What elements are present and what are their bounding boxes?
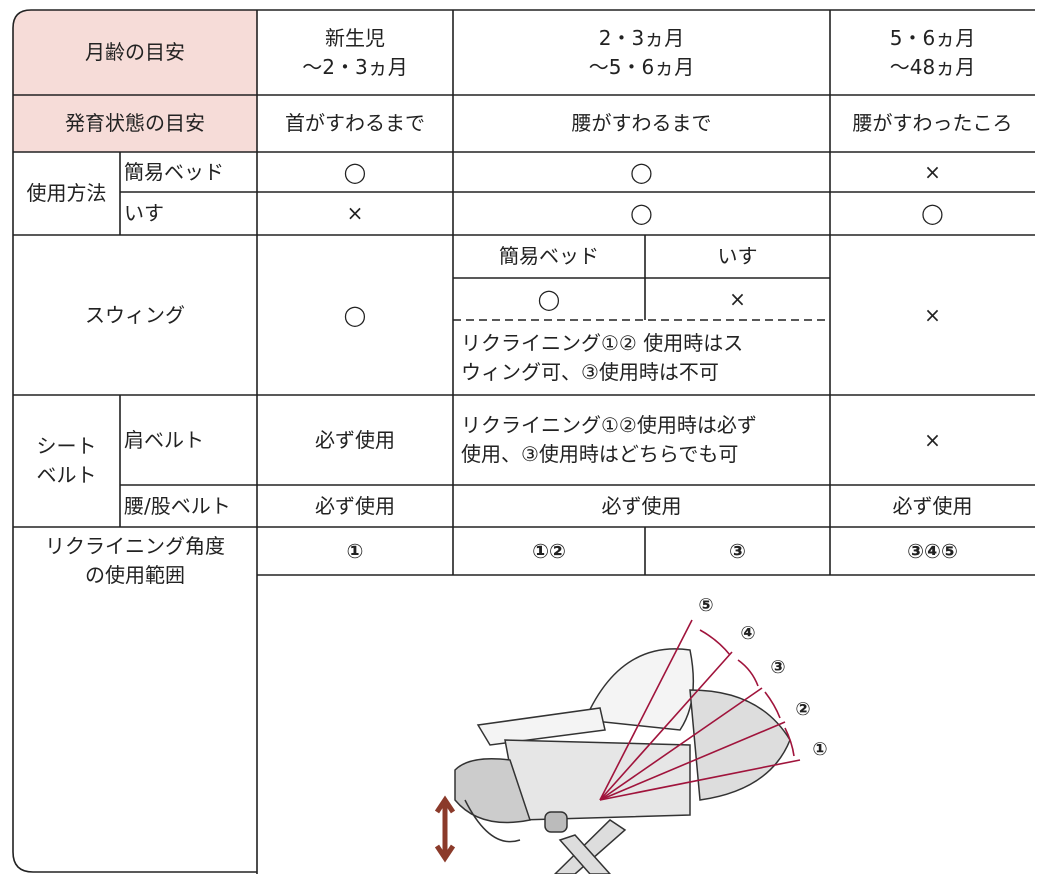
height-arrow [434,795,456,863]
cell: 必ず使用 [315,427,395,452]
angle-label: ③ [770,657,785,678]
cell: リクライニング角度 の使用範囲 [45,534,225,587]
cell: × [924,427,941,452]
recline-lines [599,619,801,801]
cell: 首がすわるまで [285,111,425,135]
cell: スウィング [85,302,185,327]
cell: 2・3ヵ月 ～5・6ヵ月 [588,25,695,79]
cell: 必ず使用 [315,493,395,518]
cell: ①② [532,538,566,563]
cell: 腰/股ベルト [124,493,231,518]
cell: リクライニング①② 使用時はス ウィング可、③使用時は不可 [461,330,744,384]
cell: 肩ベルト [124,427,204,452]
cell: シート ベルト [36,434,97,487]
cell: いす [124,201,164,225]
chair-sketch [454,648,791,874]
cell: ③④⑤ [907,538,958,563]
header-bg [13,10,257,152]
cell: いす [717,244,758,268]
cell: ③ [729,538,746,563]
cell: × [729,286,746,311]
cell: 使用方法 [26,181,107,205]
cell: 腰がすわるまで [571,111,712,135]
cell: 必ず使用 [892,493,973,518]
cell: リクライニング①②使用時は必ず 使用、③使用時はどちらでも可 [461,413,757,466]
cell: ① [346,538,364,563]
cell: 必ず使用 [601,493,682,518]
angle-label: ② [795,699,810,720]
cell: ◯ [630,201,653,225]
angle-label: ④ [740,623,755,644]
cell: × [924,302,941,327]
cell: 発育状態の目安 [65,111,205,135]
angle-label: ⑤ [698,595,713,616]
cell: 簡易ベッド [499,244,599,268]
cell: ◯ [343,159,367,184]
cell: × [346,201,364,225]
cell: ◯ [537,286,561,311]
cell: 月齢の目安 [85,40,185,64]
cell: × [924,159,941,184]
cell: 5・6ヵ月 ～48ヵ月 [889,25,976,79]
angle-label: ① [812,739,827,760]
cell: 腰がすわったころ [852,111,1013,135]
cell: ◯ [343,302,367,327]
cell: ◯ [921,201,944,225]
cell: 新生児 ～2・3ヵ月 [302,25,408,79]
cell: 簡易ベッド [124,159,224,184]
cell: ◯ [630,159,653,184]
